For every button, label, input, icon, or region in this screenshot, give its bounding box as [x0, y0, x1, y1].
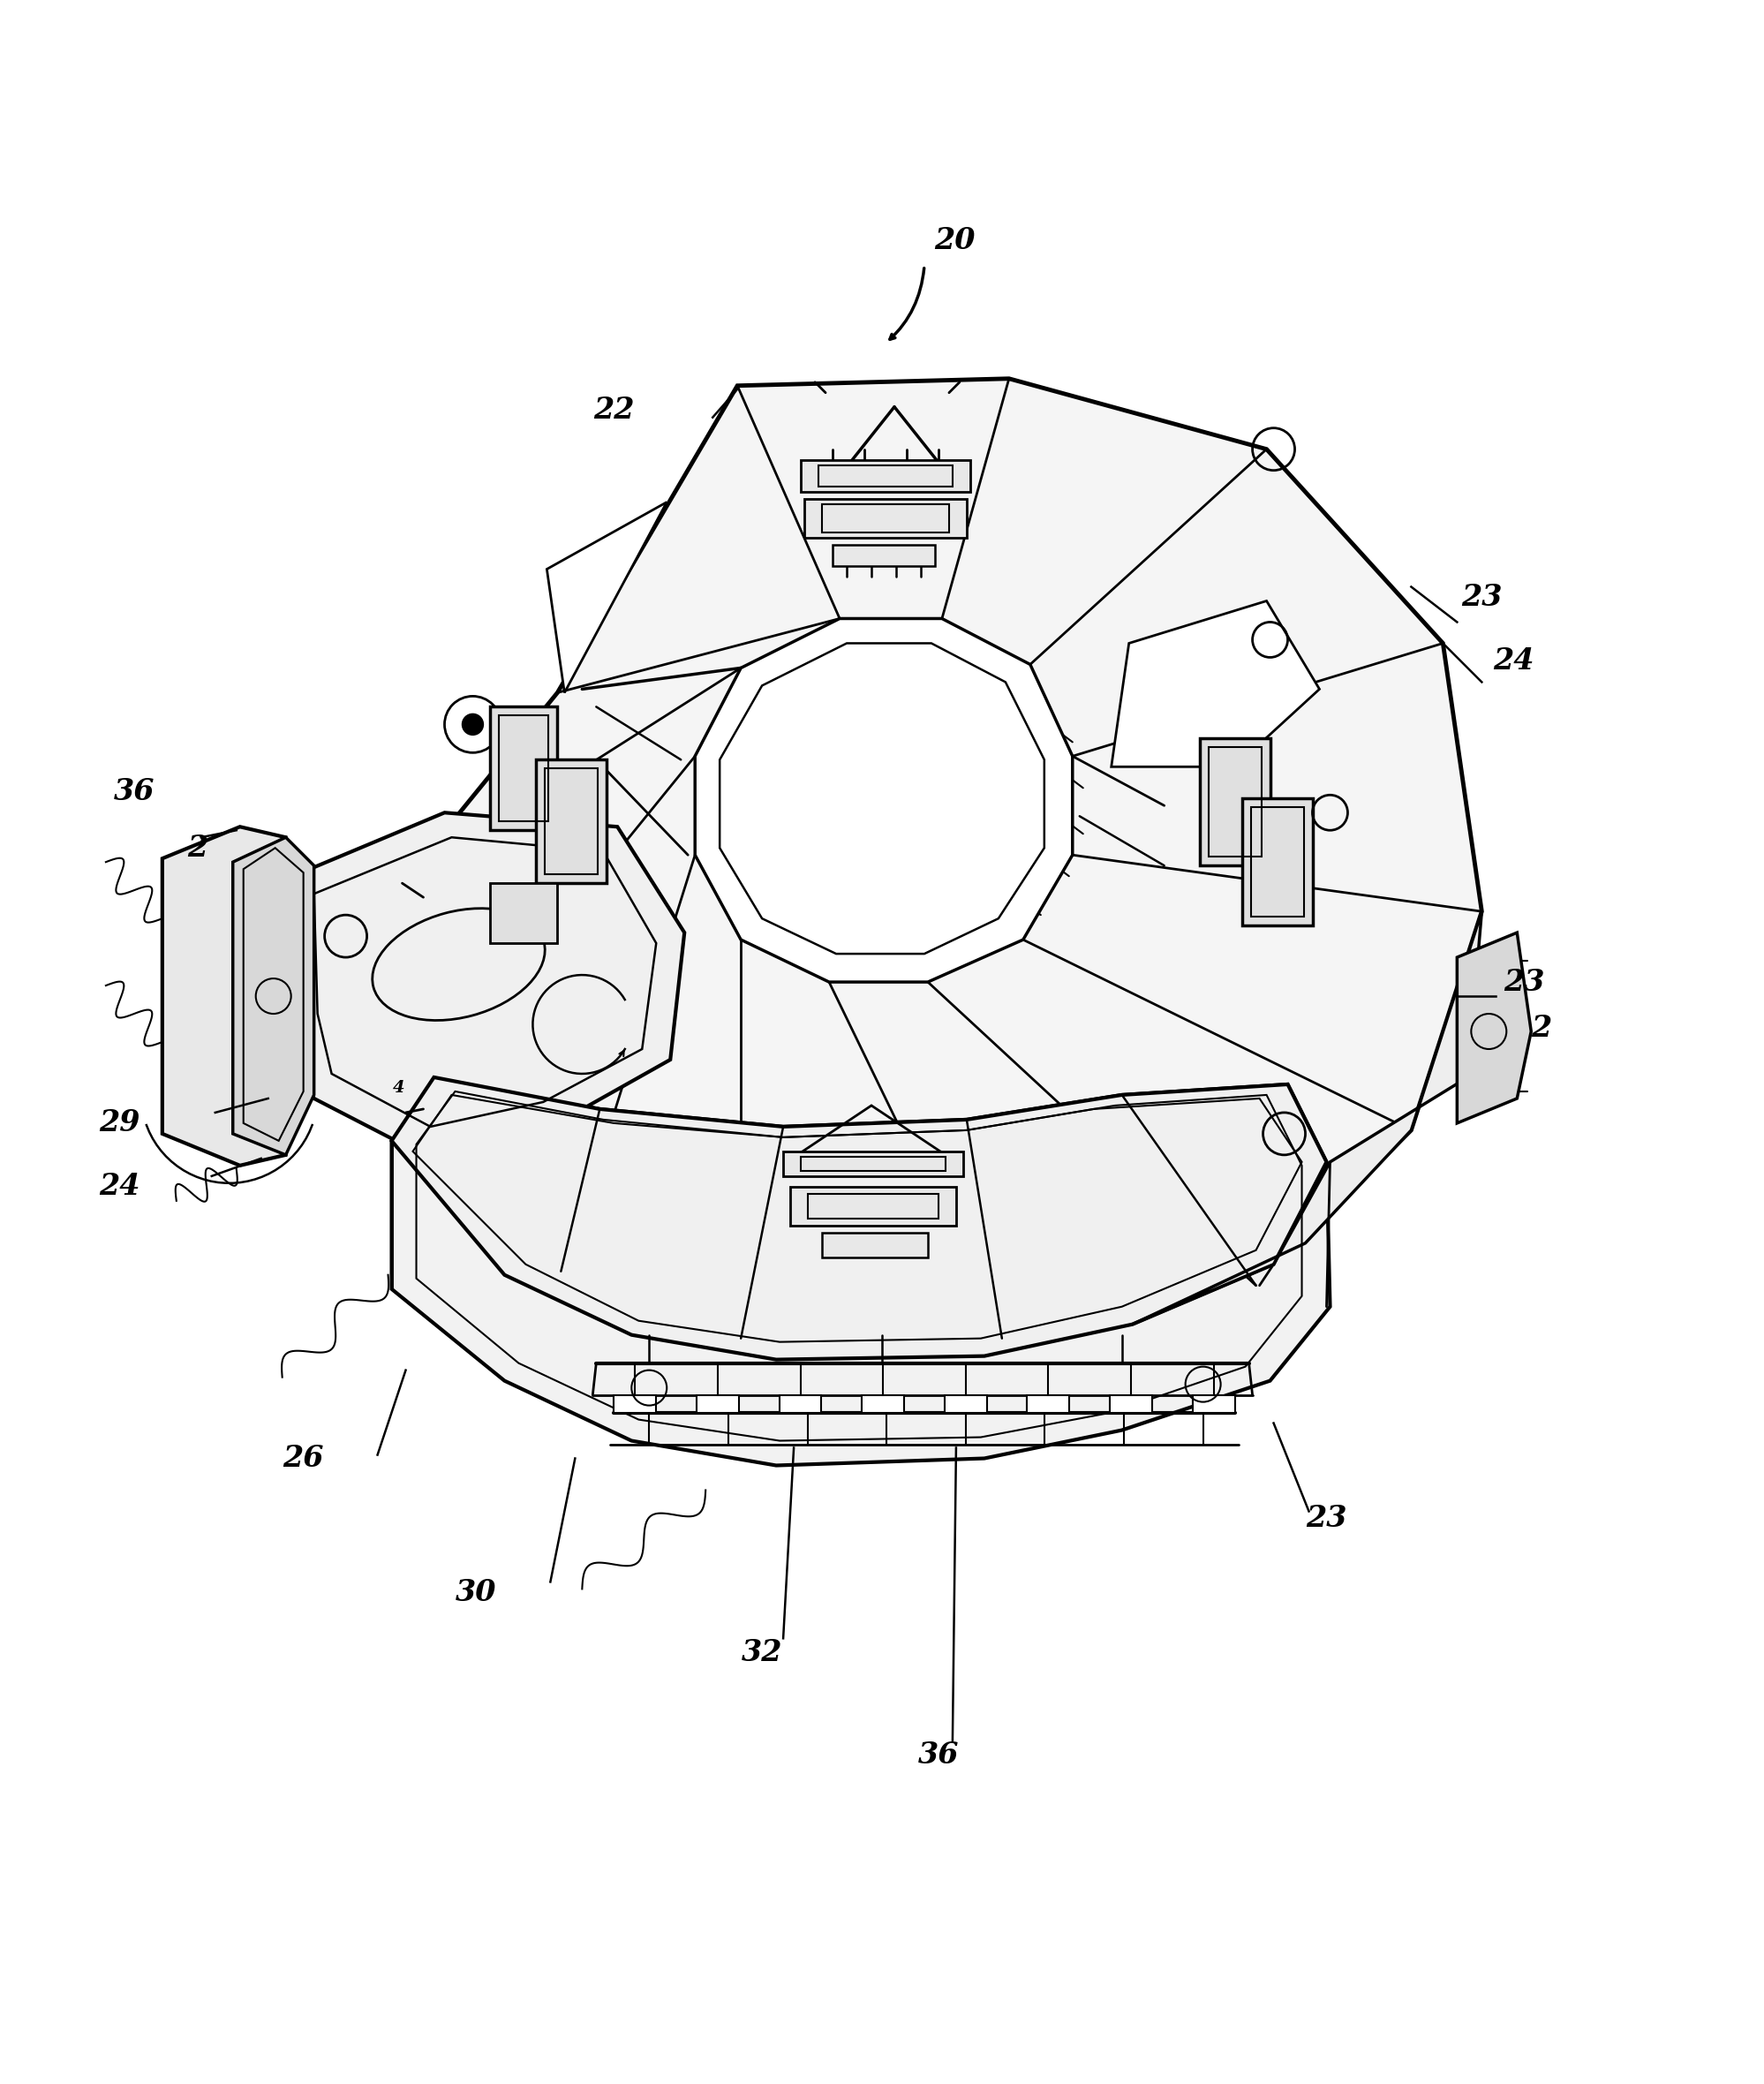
Polygon shape [1457, 934, 1531, 1123]
Polygon shape [783, 1150, 963, 1175]
Text: 23: 23 [1503, 967, 1545, 996]
Polygon shape [547, 502, 667, 692]
Polygon shape [392, 1077, 1330, 1465]
Text: 30: 30 [455, 1578, 497, 1607]
Text: 26: 26 [282, 1444, 325, 1473]
Bar [780, 1394, 822, 1413]
Bar [697, 1394, 739, 1413]
Polygon shape [822, 1232, 928, 1257]
Bar [1027, 1394, 1069, 1413]
Polygon shape [490, 884, 557, 944]
Polygon shape [804, 498, 967, 538]
Text: 29: 29 [99, 1109, 141, 1138]
Text: 36: 36 [113, 777, 155, 807]
Polygon shape [1132, 911, 1482, 1323]
Polygon shape [536, 761, 607, 884]
Polygon shape [790, 1186, 956, 1225]
Polygon shape [1200, 738, 1270, 865]
Polygon shape [1111, 600, 1319, 767]
Polygon shape [402, 379, 1482, 1338]
Polygon shape [286, 813, 684, 1155]
Polygon shape [695, 619, 1073, 982]
Polygon shape [392, 1077, 1327, 1359]
Polygon shape [833, 544, 935, 565]
Text: 23: 23 [1461, 584, 1503, 613]
Text: 32: 32 [741, 1638, 783, 1667]
Bar [944, 1394, 986, 1413]
Bar [863, 1394, 905, 1413]
Text: 23: 23 [1305, 1505, 1348, 1534]
Text: 36: 36 [917, 1740, 960, 1769]
Bar [614, 1394, 656, 1413]
Text: 22: 22 [593, 396, 635, 425]
Polygon shape [233, 838, 314, 1155]
Polygon shape [801, 461, 970, 492]
Text: 24: 24 [1492, 646, 1535, 675]
Polygon shape [162, 827, 286, 1165]
Text: 24: 24 [99, 1171, 141, 1200]
Polygon shape [1242, 798, 1312, 925]
Bar [1192, 1394, 1235, 1413]
Text: 2: 2 [187, 834, 208, 863]
Text: 4: 4 [393, 1080, 404, 1096]
Circle shape [462, 715, 483, 736]
Text: 2: 2 [1531, 1013, 1552, 1042]
Polygon shape [490, 706, 557, 829]
Text: 20: 20 [933, 227, 975, 256]
Bar [1110, 1394, 1152, 1413]
